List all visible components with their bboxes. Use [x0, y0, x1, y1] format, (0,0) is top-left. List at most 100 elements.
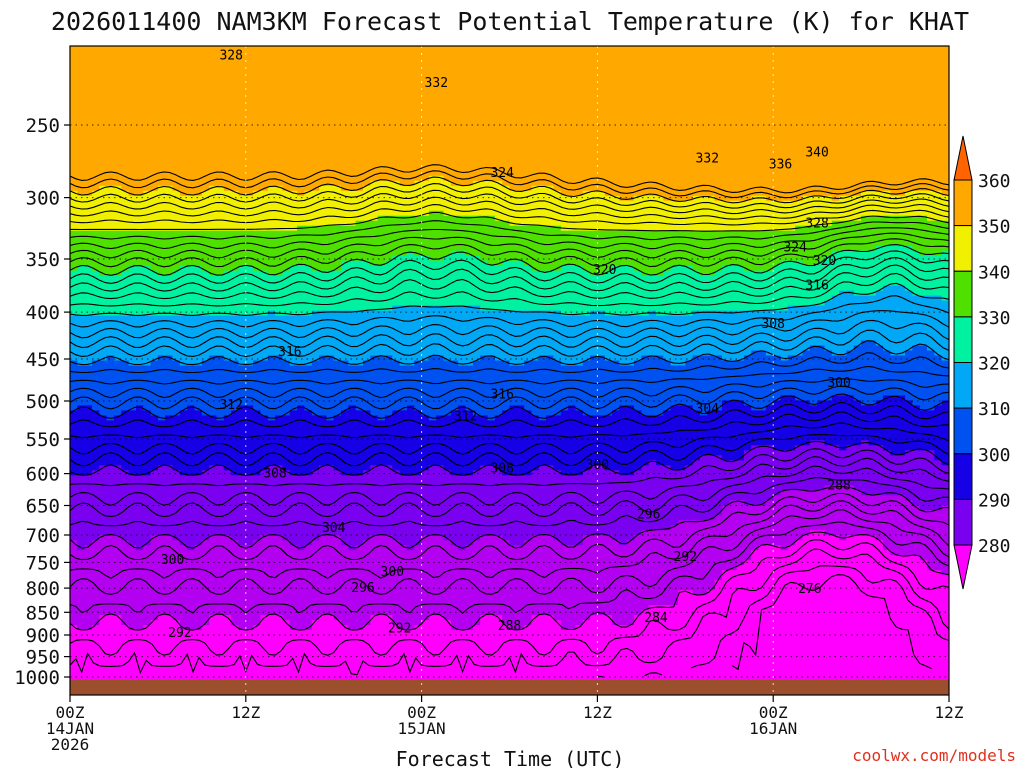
field-cell: [99, 55, 108, 62]
field-cell: [421, 50, 430, 57]
field-cell: [297, 245, 305, 252]
field-cell: [934, 215, 943, 222]
field-cell: [773, 160, 782, 167]
field-cell: [260, 150, 269, 157]
field-cell: [480, 85, 489, 92]
field-cell: [831, 235, 840, 242]
field-cell: [670, 195, 679, 202]
field-cell: [414, 200, 423, 207]
field-cell: [773, 80, 782, 87]
field-cell: [333, 225, 342, 232]
field-cell: [84, 80, 93, 87]
field-cell: [890, 220, 899, 227]
field-cell: [282, 120, 291, 127]
field-cell: [582, 75, 591, 82]
field-cell: [245, 100, 254, 107]
field-cell: [128, 195, 137, 202]
field-cell: [326, 245, 335, 252]
field-cell: [216, 125, 225, 132]
field-cell: [809, 130, 818, 137]
field-cell: [201, 205, 210, 212]
field-cell: [267, 245, 276, 252]
field-cell: [231, 95, 240, 102]
field-cell: [502, 90, 511, 97]
field-cell: [494, 50, 503, 57]
field-cell: [319, 46, 327, 52]
field-cell: [91, 75, 100, 82]
field-cell: [656, 225, 664, 232]
field-cell: [546, 200, 555, 207]
field-cell: [238, 165, 247, 172]
field-cell: [743, 150, 752, 157]
field-cell: [245, 160, 254, 167]
field-cell: [560, 55, 569, 62]
field-cell: [297, 55, 305, 62]
field-cell: [421, 195, 430, 202]
field-cell: [355, 100, 364, 107]
field-cell: [443, 70, 452, 77]
field-cell: [370, 60, 379, 67]
field-cell: [568, 145, 577, 152]
field-cell: [128, 235, 137, 242]
field-cell: [531, 210, 540, 217]
field-cell: [714, 105, 723, 112]
field-cell: [450, 55, 459, 62]
field-cell: [223, 210, 232, 217]
field-cell: [253, 220, 262, 227]
field-cell: [868, 60, 877, 67]
field-cell: [590, 110, 598, 117]
field-cell: [297, 250, 305, 257]
field-cell: [414, 55, 423, 62]
field-cell: [106, 90, 115, 97]
field-cell: [582, 110, 591, 117]
field-cell: [670, 60, 679, 67]
field-cell: [480, 195, 489, 202]
field-cell: [348, 215, 357, 222]
field-cell: [436, 95, 445, 102]
field-cell: [831, 55, 840, 62]
field-cell: [641, 195, 650, 202]
field-cell: [275, 85, 284, 92]
field-cell: [450, 125, 459, 132]
field-cell: [553, 155, 562, 162]
field-cell: [612, 95, 620, 102]
field-cell: [187, 215, 196, 222]
field-cell: [714, 230, 723, 237]
field-cell: [721, 135, 730, 142]
field-cell: [802, 220, 811, 227]
field-cell: [590, 50, 598, 57]
field-cell: [670, 165, 679, 172]
field-cell: [121, 220, 130, 227]
field-cell: [348, 135, 357, 142]
field-cell: [399, 165, 408, 172]
field-cell: [553, 75, 562, 82]
field-cell: [905, 46, 913, 52]
field-cell: [590, 90, 598, 97]
field-cell: [560, 90, 569, 97]
field-cell: [875, 145, 884, 152]
field-cell: [751, 190, 760, 197]
field-cell: [304, 235, 313, 242]
field-cell: [494, 200, 503, 207]
field-cell: [919, 160, 928, 167]
field-cell: [399, 190, 408, 197]
field-cell: [472, 80, 481, 87]
field-cell: [406, 80, 415, 87]
field-cell: [355, 65, 364, 72]
field-cell: [238, 140, 247, 147]
field-cell: [802, 85, 811, 92]
field-cell: [758, 46, 767, 52]
field-cell: [934, 240, 943, 247]
field-cell: [472, 105, 481, 112]
field-cell: [304, 120, 313, 127]
field-cell: [384, 165, 393, 172]
field-cell: [260, 180, 269, 187]
field-cell: [743, 60, 752, 67]
field-cell: [773, 46, 782, 52]
field-cell: [187, 105, 196, 112]
field-cell: [685, 205, 694, 212]
field-cell: [414, 65, 423, 72]
field-cell: [384, 245, 393, 252]
field-cell: [77, 135, 86, 142]
field-cell: [377, 85, 386, 92]
